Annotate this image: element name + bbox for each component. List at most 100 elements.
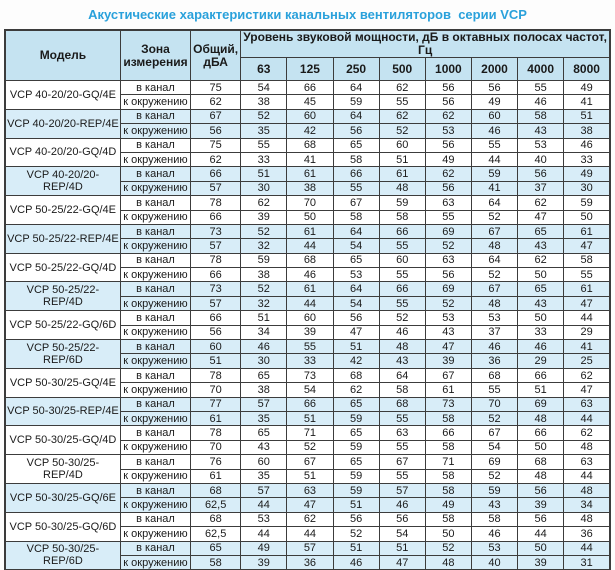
total-dba-value: 57 bbox=[190, 180, 242, 197]
sound-power-level-value: 58 bbox=[378, 382, 426, 398]
sound-power-level-value: 59 bbox=[332, 482, 380, 499]
sound-power-level-value: 31 bbox=[563, 554, 611, 570]
sound-power-level-value: 67 bbox=[424, 367, 472, 384]
sound-power-level-value: 61 bbox=[563, 281, 611, 297]
measurement-zone-label: в канал bbox=[119, 482, 192, 499]
total-dba-value: 73 bbox=[190, 223, 242, 240]
sound-power-level-value: 47 bbox=[378, 554, 426, 570]
sound-power-level-value: 65 bbox=[332, 396, 380, 412]
sound-power-level-value: 36 bbox=[286, 554, 334, 570]
sound-power-level-value: 64 bbox=[378, 367, 426, 384]
total-dba-value: 66 bbox=[190, 209, 242, 225]
sound-power-level-value: 73 bbox=[424, 396, 472, 412]
table-row: к окружению 62 38 45 59 55 56 49 46 41 bbox=[5, 94, 611, 110]
measurement-zone-label: к окружению bbox=[119, 439, 192, 456]
sound-power-level-value: 55 bbox=[378, 410, 426, 427]
sound-power-level-value: 58 bbox=[332, 209, 380, 225]
column-header-freq-2000: 2000 bbox=[470, 57, 519, 81]
sound-power-level-value: 49 bbox=[240, 540, 288, 556]
sound-power-level-value: 49 bbox=[563, 166, 611, 182]
total-dba-value: 61 bbox=[190, 468, 242, 484]
sound-power-level-value: 68 bbox=[470, 367, 519, 384]
table-row: к окружению 66 39 50 58 58 55 52 47 50 bbox=[5, 209, 611, 225]
sound-power-level-value: 39 bbox=[424, 353, 472, 369]
sound-power-level-value: 43 bbox=[470, 497, 519, 513]
sound-power-level-value: 52 bbox=[332, 526, 380, 542]
sound-power-level-value: 66 bbox=[378, 223, 426, 240]
sound-power-level-value: 66 bbox=[517, 367, 565, 384]
table-row: VCP 50-30/25-REP/6D в канал 65 49 57 51 51 52 53… bbox=[4, 540, 611, 570]
table-row: VCP 50-30/25-REP/4E в канал 77 57 66 65 68 73 70… bbox=[4, 396, 611, 427]
sound-power-level-value: 62 bbox=[240, 195, 288, 211]
sound-power-level-value: 50 bbox=[563, 209, 611, 225]
total-dba-value: 51 bbox=[190, 353, 242, 369]
sound-power-level-value: 69 bbox=[424, 223, 472, 240]
sound-power-level-value: 66 bbox=[517, 425, 565, 441]
sound-power-level-value: 30 bbox=[240, 180, 288, 197]
measurement-zone-label: к окружению bbox=[119, 295, 192, 312]
measurement-zone-label: в канал bbox=[119, 281, 192, 297]
sound-power-level-value: 39 bbox=[240, 554, 288, 570]
table-row: VCP 40-20/20-GQ/4D в канал 75 55 68 65 60 56 55 5… bbox=[4, 137, 611, 168]
sound-power-level-value: 57 bbox=[286, 540, 334, 556]
sound-power-level-value: 39 bbox=[517, 554, 565, 570]
sound-power-level-value: 43 bbox=[517, 238, 565, 254]
model-name: VCP 50-25/22-GQ/4E bbox=[4, 195, 121, 225]
sound-power-level-value: 43 bbox=[240, 439, 288, 456]
sound-power-level-value: 56 bbox=[424, 137, 472, 153]
sound-power-level-value: 61 bbox=[286, 223, 334, 240]
total-dba-value: 78 bbox=[190, 195, 242, 211]
sound-power-level-value: 62 bbox=[517, 252, 565, 269]
sound-power-level-value: 46 bbox=[332, 554, 380, 570]
measurement-zone-label: в канал bbox=[119, 252, 192, 269]
sound-power-level-value: 45 bbox=[286, 94, 334, 110]
sound-power-level-value: 53 bbox=[470, 310, 519, 326]
sound-power-level-value: 51 bbox=[286, 410, 334, 427]
sound-power-level-value: 62 bbox=[563, 425, 611, 441]
total-dba-value: 66 bbox=[190, 310, 242, 326]
sound-power-level-value: 67 bbox=[470, 281, 519, 297]
sound-power-level-value: 51 bbox=[563, 108, 611, 125]
sound-power-level-value: 50 bbox=[286, 209, 334, 225]
sound-power-level-value: 51 bbox=[286, 468, 334, 484]
sound-power-level-value: 37 bbox=[517, 180, 565, 197]
total-dba-value: 57 bbox=[190, 295, 242, 312]
measurement-zone-label: к окружению bbox=[119, 180, 192, 197]
column-header-freq-250: 250 bbox=[332, 57, 380, 81]
sound-power-level-value: 59 bbox=[332, 94, 380, 110]
sound-power-level-value: 68 bbox=[517, 454, 565, 470]
sound-power-level-value: 56 bbox=[332, 310, 380, 326]
column-header-freq-8000: 8000 bbox=[563, 57, 611, 81]
sound-power-level-value: 41 bbox=[470, 180, 519, 197]
sound-power-level-value: 58 bbox=[424, 511, 472, 528]
sound-power-level-value: 52 bbox=[424, 540, 472, 556]
sound-power-level-value: 47 bbox=[563, 382, 611, 398]
total-dba-value: 66 bbox=[190, 166, 242, 182]
sound-power-level-value: 43 bbox=[517, 123, 565, 139]
sound-power-level-value: 66 bbox=[286, 79, 334, 96]
measurement-zone-label: в канал bbox=[119, 223, 192, 240]
measurement-zone-label: к окружению bbox=[119, 209, 192, 225]
model-name: VCP 40-20/20-GQ/4D bbox=[4, 137, 121, 168]
sound-power-level-value: 66 bbox=[286, 396, 334, 412]
sound-power-level-value: 40 bbox=[517, 151, 565, 168]
sound-power-level-value: 49 bbox=[563, 79, 611, 96]
sound-power-level-value: 53 bbox=[517, 137, 565, 153]
sound-power-level-value: 56 bbox=[424, 267, 472, 283]
header-row-main: Модель Зона измерения Общий, дБА Уровень… bbox=[4, 29, 611, 81]
sound-power-level-value: 68 bbox=[286, 137, 334, 153]
sound-power-level-value: 66 bbox=[424, 425, 472, 441]
sound-power-level-value: 46 bbox=[378, 324, 426, 341]
measurement-zone-label: к окружению bbox=[119, 468, 192, 484]
sound-power-level-value: 52 bbox=[240, 108, 288, 125]
table-row: VCP 50-25/22-REP/4D в канал 73 52 61 64 66 69 67… bbox=[4, 281, 611, 312]
sound-power-level-value: 57 bbox=[240, 396, 288, 412]
table-row: к окружению 70 38 54 62 58 61 55 51 47 bbox=[5, 382, 611, 398]
total-dba-value: 62 bbox=[190, 151, 242, 168]
model-name: VCP 50-30/25-REP/6D bbox=[4, 540, 121, 570]
sound-power-level-value: 59 bbox=[378, 195, 426, 211]
sound-power-level-value: 35 bbox=[240, 410, 288, 427]
sound-power-level-value: 52 bbox=[470, 267, 519, 283]
sound-power-level-value: 56 bbox=[424, 79, 472, 96]
model-name: VCP 50-30/25-REP/4D bbox=[4, 454, 121, 484]
